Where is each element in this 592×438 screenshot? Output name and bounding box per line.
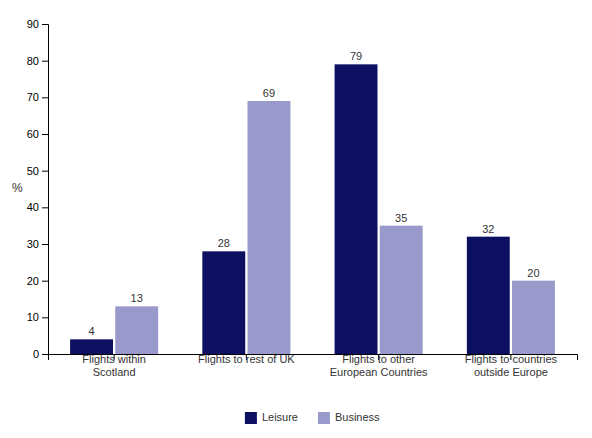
x-tick-label-line: European Countries xyxy=(330,366,428,378)
data-label: 32 xyxy=(482,223,494,235)
x-tick: Flights to countriesoutside Europe xyxy=(465,353,558,378)
bar xyxy=(70,339,113,354)
x-tick-label-line: outside Europe xyxy=(474,366,548,378)
x-axis: Flights withinScotland Flights to rest of… xyxy=(49,353,578,378)
x-tick: Flights to otherEuropean Countries xyxy=(330,353,428,378)
x-tick-label-line: Flights to countries xyxy=(465,353,558,365)
bar xyxy=(202,251,245,354)
data-label: 20 xyxy=(527,267,539,279)
x-tick-label: Flights to rest of UK xyxy=(198,353,295,365)
x-tick-label: Flights to otherEuropean Countries xyxy=(330,353,428,378)
legend: Leisure Business xyxy=(245,411,380,424)
bar xyxy=(115,306,158,354)
y-tick-mark xyxy=(42,354,48,355)
y-tick-label: 0 xyxy=(33,348,39,360)
y-axis-title: % xyxy=(12,181,23,195)
y-tick: 20 xyxy=(27,275,48,287)
y-tick-mark xyxy=(42,207,48,208)
y-tick-mark xyxy=(42,134,48,135)
legend-swatch xyxy=(318,412,330,424)
bar xyxy=(248,101,291,354)
y-tick-label: 30 xyxy=(27,238,39,250)
y-tick: 50 xyxy=(27,165,48,177)
x-tick-label: Flights to countriesoutside Europe xyxy=(465,353,558,378)
legend-label: Business xyxy=(335,411,380,423)
plot: 0 10 20 30 40 50 60 70 80 90 Flights withinScotlan… xyxy=(27,18,578,378)
y-tick-label: 20 xyxy=(27,275,39,287)
chart: 0 10 20 30 40 50 60 70 80 90 Flights withinScotlan… xyxy=(0,0,592,438)
y-tick-label: 60 xyxy=(27,128,39,140)
x-tick: Flights withinScotland xyxy=(82,353,146,378)
y-tick-mark xyxy=(42,24,48,25)
bar xyxy=(380,226,423,354)
bar xyxy=(335,64,378,354)
bar xyxy=(467,237,510,354)
y-tick: 70 xyxy=(27,91,48,103)
y-tick: 0 xyxy=(33,348,48,360)
y-tick-label: 10 xyxy=(27,311,39,323)
y-tick-label: 70 xyxy=(27,91,39,103)
x-tick-label: Flights withinScotland xyxy=(82,353,146,378)
y-axis-line xyxy=(42,25,49,355)
data-label: 4 xyxy=(88,325,94,337)
y-tick-mark xyxy=(42,97,48,98)
y-tick-mark xyxy=(42,171,48,172)
data-labels: 4 28 79 32 13 69 35 20 xyxy=(88,50,539,337)
y-tick-mark xyxy=(42,244,48,245)
y-tick-mark xyxy=(42,61,48,62)
data-label: 13 xyxy=(131,292,143,304)
y-tick: 40 xyxy=(27,201,48,213)
y-tick-label: 90 xyxy=(27,18,39,30)
y-tick-label: 50 xyxy=(27,165,39,177)
y-tick-label: 40 xyxy=(27,201,39,213)
y-tick: 90 xyxy=(27,18,48,30)
x-tick-label-line: Flights to rest of UK xyxy=(198,353,295,365)
y-tick: 60 xyxy=(27,128,48,140)
data-label: 28 xyxy=(218,237,230,249)
data-label: 79 xyxy=(350,50,362,62)
data-label: 69 xyxy=(263,87,275,99)
y-axis: 0 10 20 30 40 50 60 70 80 90 xyxy=(27,18,49,360)
y-tick: 30 xyxy=(27,238,48,250)
legend-swatch xyxy=(245,412,257,424)
y-tick-mark xyxy=(42,317,48,318)
y-tick: 80 xyxy=(27,55,48,67)
data-label: 35 xyxy=(395,212,407,224)
y-tick-label: 80 xyxy=(27,55,39,67)
y-tick-mark xyxy=(42,281,48,282)
x-tick-label-line: Flights to other xyxy=(342,353,415,365)
x-tick: Flights to rest of UK xyxy=(198,353,295,365)
legend-item: Leisure xyxy=(245,411,298,424)
legend-item: Business xyxy=(318,411,380,424)
bar xyxy=(512,281,555,354)
y-tick: 10 xyxy=(27,311,48,323)
bars xyxy=(70,64,555,354)
legend-label: Leisure xyxy=(262,411,298,423)
x-tick-label-line: Scotland xyxy=(93,366,136,378)
x-tick-label-line: Flights within xyxy=(82,353,146,365)
